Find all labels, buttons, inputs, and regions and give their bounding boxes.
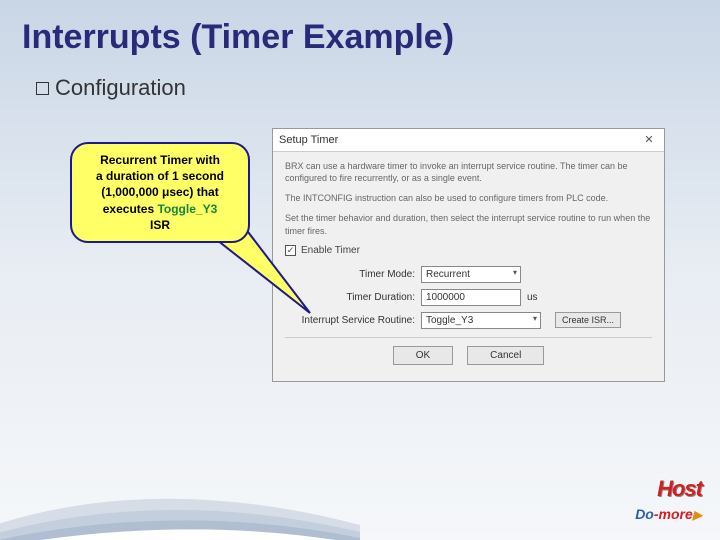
dialog-button-bar: OK Cancel [285, 337, 652, 375]
callout-line: a duration of 1 second [82, 168, 238, 184]
callout-box: Recurrent Timer with a duration of 1 sec… [70, 142, 250, 243]
domore-more: -more [654, 506, 693, 522]
callout-line: (1,000,000 μsec) that [82, 184, 238, 200]
enable-timer-row: ✓ Enable Timer [285, 245, 652, 256]
dialog-description: BRX can use a hardware timer to invoke a… [285, 160, 652, 184]
dialog-description: Set the timer behavior and duration, the… [285, 212, 652, 236]
create-isr-button[interactable]: Create ISR... [555, 312, 621, 328]
slide-title: Interrupts (Timer Example) [0, 0, 720, 57]
cancel-button[interactable]: Cancel [467, 346, 544, 365]
ok-button[interactable]: OK [393, 346, 453, 365]
do-more-logo: Do-more▶ [635, 506, 702, 522]
isr-select[interactable]: Toggle_Y3 [421, 312, 541, 329]
duration-unit: us [527, 292, 538, 303]
timer-duration-input[interactable]: 1000000 [421, 289, 521, 306]
dialog-description: The INTCONFIG instruction can also be us… [285, 192, 652, 204]
close-button[interactable]: ✕ [640, 133, 658, 147]
callout-line: Recurrent Timer with [82, 152, 238, 168]
callout-highlight: Toggle_Y3 [157, 202, 217, 216]
domore-do: Do [635, 506, 654, 522]
callout-line: ISR [82, 217, 238, 233]
decorative-swooshes-icon [0, 420, 360, 540]
host-engineering-logo: Host [657, 476, 702, 502]
callout-text: executes [103, 202, 158, 216]
callout-line: executes Toggle_Y3 [82, 201, 238, 217]
logo-area: Host Do-more▶ [635, 476, 702, 522]
dialog-titlebar: Setup Timer ✕ [273, 129, 664, 152]
dialog-title: Setup Timer [279, 134, 338, 146]
isr-row: Interrupt Service Routine: Toggle_Y3 Cre… [285, 312, 652, 329]
domore-arrow-icon: ▶ [693, 508, 702, 522]
timer-mode-row: Timer Mode: Recurrent [285, 266, 652, 283]
timer-duration-row: Timer Duration: 1000000 us [285, 289, 652, 306]
bullet-text: Configuration [55, 75, 186, 101]
bullet-row: Configuration [0, 57, 720, 101]
bullet-box-icon [36, 82, 49, 95]
timer-mode-select[interactable]: Recurrent [421, 266, 521, 283]
